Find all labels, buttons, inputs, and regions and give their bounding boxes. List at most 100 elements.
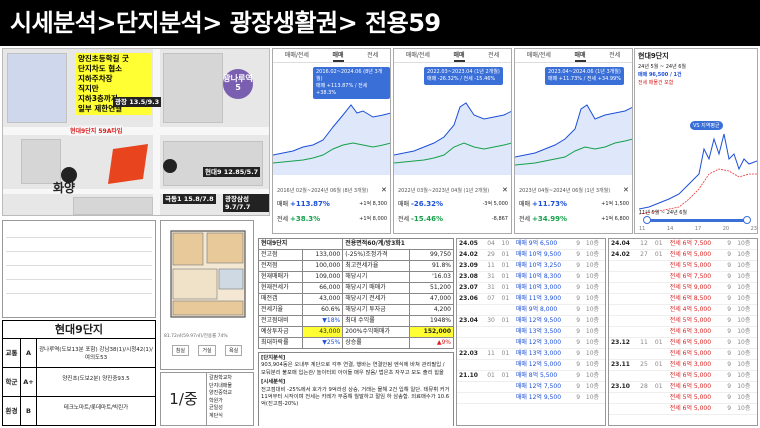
tab-sale-rent[interactable]: 매매/전세 (405, 52, 430, 59)
station-marker[interactable]: 광나루역 5 (223, 69, 253, 99)
info-cell: 전세가율 (258, 304, 303, 316)
trade-row[interactable]: 21.10 01 01 매매 8억 5,500 9 10층 (457, 370, 605, 383)
range-slider[interactable] (645, 219, 749, 222)
trade-cell: 12 (638, 239, 653, 251)
info-cell: 51,200 (409, 282, 454, 294)
trade-row[interactable]: 전세 6억 5,000 9 10층 (609, 403, 757, 416)
trade-row[interactable]: 23.07 31 01 매매 10억 3,000 9 10층 (457, 282, 605, 295)
trade-row[interactable]: 23.11 25 01 전세 6억 3,000 9 10층 (609, 359, 757, 372)
trade-cell: 10층 (735, 239, 757, 251)
trade-cell: 전세 6억 5,000 (667, 381, 726, 394)
summary-row: 학군 A+ 양진초(도보2분) 양진중93.5 (3, 368, 155, 397)
trade-cell: 9 (725, 304, 736, 317)
trade-cell: 10층 (735, 315, 757, 328)
trade-cell (652, 392, 668, 405)
range-handle[interactable] (643, 216, 651, 224)
info-cell: 현재매매가 (258, 271, 303, 283)
trade-cell: 전세 6억 5,000 (667, 249, 726, 262)
tab-rent[interactable]: 전세 (488, 52, 500, 59)
room-tab[interactable]: 욕실 (225, 345, 243, 356)
trade-row[interactable]: 매매 13억 3,500 9 10층 (457, 326, 605, 339)
trade-cell (638, 315, 653, 328)
trade-cell (638, 293, 653, 306)
sale-area (394, 103, 511, 175)
rent-stat: 전세 -15.46% -8,867 (398, 215, 508, 223)
big-chart-sub: 24년 5월 ~ 24년 6월 매매 96,500 / 1건 전세 매물건 포함 (638, 64, 687, 86)
trade-row[interactable]: 23.12 11 01 전세 6억 5,000 9 10층 (609, 337, 757, 350)
trade-cell (499, 304, 514, 317)
trade-row[interactable]: 매매 12억 5,000 9 10층 (457, 359, 605, 372)
close-icon[interactable]: ✕ (623, 186, 629, 194)
location-map[interactable]: 양진초등학길 굿 단지차도 협소 지하주차장 직지만 지하3층까지 일부 제한연결 현대… (2, 48, 270, 216)
tab-sale-rent[interactable]: 매매/전세 (526, 52, 551, 59)
trade-row[interactable]: 전세 6억 5,000 9 10층 (609, 370, 757, 383)
trade-row[interactable]: 전세 6억 8,500 9 10층 (609, 293, 757, 306)
trade-row[interactable]: 23.06 07 01 매매 11억 3,900 9 10층 (457, 293, 605, 306)
trade-row[interactable]: 전세 5억 5,000 9 10층 (609, 315, 757, 328)
close-icon[interactable]: ✕ (381, 186, 387, 194)
info-cell: 109,000 (301, 271, 344, 283)
trade-row[interactable]: 22.03 11 01 매매 13억 3,000 9 10층 (457, 348, 605, 361)
trend-chart-panel[interactable]: 매매/전세 매매 전세 2016.02~2024.06 (8년 3개월) 매매 +… (272, 48, 391, 234)
trade-cell: 매매 12억 7,500 (513, 381, 575, 394)
trade-row[interactable]: 24.02 27 01 전세 6억 5,000 9 10층 (609, 249, 757, 262)
rent-line (515, 138, 632, 166)
trade-cell: 9 (725, 370, 736, 383)
trade-cell: 매매 13억 3,500 (513, 326, 575, 339)
tab-sale[interactable]: 매매 (453, 49, 465, 62)
trade-row[interactable]: 24.05 04 10 매매 9억 6,500 9 10층 (457, 239, 605, 251)
range-handle[interactable] (743, 216, 751, 224)
trade-cell: 매매 10억 8,300 (513, 271, 575, 284)
trade-cell: 01 (499, 249, 514, 262)
close-icon[interactable]: ✕ (502, 186, 508, 194)
room-tab[interactable]: 침실 (171, 345, 189, 356)
sale-trade-list[interactable]: 24.05 04 10 매매 9억 6,500 9 10층 24.02 29 01 매매 10억 … (456, 238, 606, 426)
trade-row[interactable]: 24.02 29 01 매매 10억 9,500 9 10층 (457, 249, 605, 262)
trade-cell: 전세 6억 5,000 (667, 370, 726, 383)
trade-cell: 10층 (735, 260, 757, 273)
sale-line (273, 104, 390, 156)
tab-sale-rent[interactable]: 매매/전세 (284, 52, 309, 59)
big-price-chart[interactable]: 현대9단지 24년 5월 ~ 24년 6월 매매 96,500 / 1건 전세 … (634, 48, 758, 234)
tab-rent[interactable]: 전세 (367, 52, 379, 59)
chart-period: 2022년 03월~2023년 04월 (1년 2개월) (398, 188, 490, 194)
trade-row[interactable]: 전세 5억 5,000 9 10층 (609, 260, 757, 273)
trade-row[interactable]: 23.08 31 01 매매 10억 8,300 9 10층 (457, 271, 605, 284)
tab-rent[interactable]: 전세 (609, 52, 621, 59)
trade-row[interactable]: 매매 12억 7,500 9 10층 (457, 381, 605, 394)
trade-cell: 01 (485, 370, 500, 383)
trade-row[interactable]: 전세 6억 5,000 9 10층 (609, 348, 757, 361)
trade-cell: 01 (499, 315, 514, 328)
map-road (3, 189, 269, 194)
trade-row[interactable]: 전세 6억 7,500 9 10층 (609, 271, 757, 284)
trade-row[interactable]: 전세 4억 5,000 9 10층 (609, 304, 757, 317)
trade-row[interactable]: 전세 5억 9,000 9 10층 (609, 282, 757, 295)
rent-stat: 전세 +38.3% +1억 8,000 (277, 215, 387, 223)
compare-badge[interactable]: VS 지역평균 (690, 121, 723, 130)
tab-sale[interactable]: 매매 (574, 49, 586, 62)
trade-cell (499, 381, 514, 394)
trade-cell: 01 (499, 271, 514, 284)
trade-row[interactable]: 23.10 28 01 전세 6억 5,000 9 10층 (609, 381, 757, 394)
map-block (163, 141, 263, 186)
trade-cell: 9 (725, 293, 736, 306)
trade-row[interactable]: 매매 12억 9,500 9 10층 (457, 392, 605, 405)
trade-row[interactable]: 매매 9억 8,000 9 10층 (457, 304, 605, 317)
tab-sale[interactable]: 매매 (332, 49, 344, 62)
trade-row[interactable]: 매매 12억 3,000 9 10층 (457, 337, 605, 350)
trade-row[interactable]: 23.09 11 01 매매 10억 3,250 9 10층 (457, 260, 605, 273)
trade-cell: 07 (485, 293, 500, 306)
trade-cell: 매매 12억 9,500 (513, 315, 575, 328)
rent-trade-list[interactable]: 24.04 12 01 전세 6억 7,500 9 10층 24.02 27 01 전세 6억 5… (608, 238, 758, 426)
trend-chart-panel[interactable]: 매매/전세 매매 전세 2022.03~2023.04 (1년 2개월) 매매 -… (393, 48, 512, 234)
trade-row[interactable]: 23.04 30 01 매매 12억 9,500 9 10층 (457, 315, 605, 328)
pin-marker[interactable] (61, 167, 77, 183)
school-marker[interactable] (163, 159, 177, 173)
trade-row[interactable]: 24.04 12 01 전세 6억 7,500 9 10층 (609, 239, 757, 251)
room-tab[interactable]: 거실 (198, 345, 216, 356)
trade-cell: 전세 6억 7,500 (667, 239, 726, 251)
info-cell: 최대하락률 (258, 337, 303, 349)
trade-row[interactable]: 전세 6억 3,000 9 10층 (609, 326, 757, 339)
trade-row[interactable]: 전세 5억 5,000 9 10층 (609, 392, 757, 405)
trend-chart-panel[interactable]: 매매/전세 매매 전세 2023.04~2024.06 (1년 3개월) 매매 +… (514, 48, 633, 234)
